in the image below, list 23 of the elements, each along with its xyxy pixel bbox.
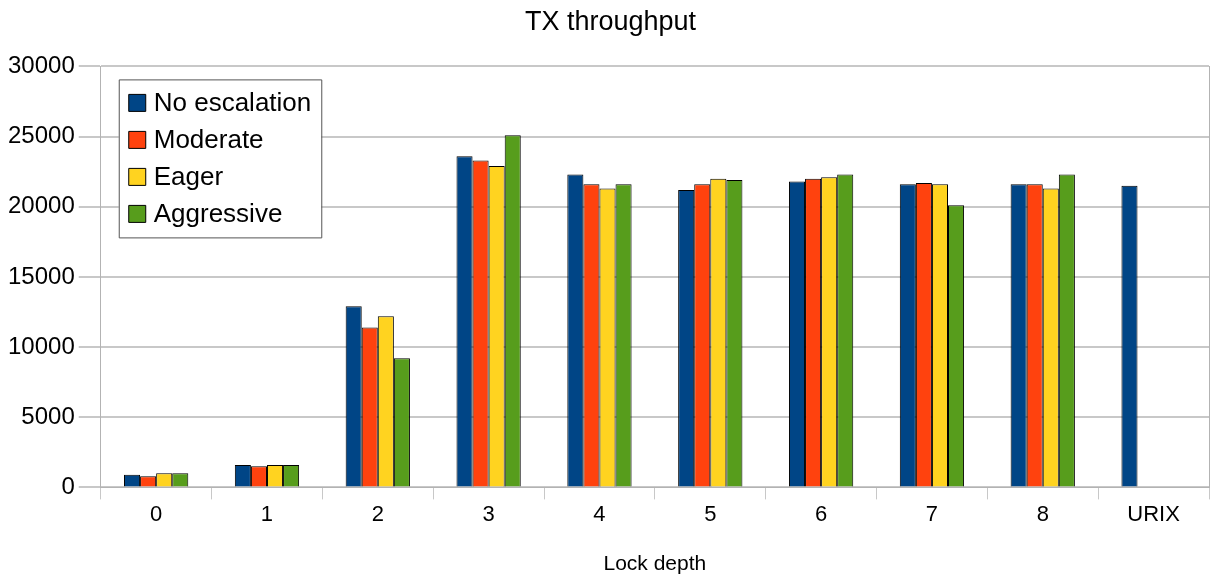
x-tick-label: 7	[925, 500, 939, 526]
x-tick-label: 6	[814, 500, 828, 526]
chart-title: TX throughput	[524, 5, 697, 36]
y-tick-label: 30000	[7, 51, 75, 79]
y-tick-label: 5000	[21, 401, 75, 429]
x-tick-label: 2	[371, 500, 384, 526]
legend-label: No escalation	[153, 87, 312, 118]
x-tick-label: URIX	[1127, 500, 1181, 526]
y-tick-label: 25000	[7, 121, 75, 149]
x-tick-label: 1	[260, 500, 274, 526]
legend-label: Eager	[153, 161, 224, 192]
x-tick-label: 4	[593, 500, 606, 526]
x-tick-label: 0	[150, 500, 163, 526]
legend-label: Moderate	[153, 124, 264, 155]
y-tick-label: 20000	[7, 191, 75, 219]
x-tick-label: 8	[1036, 500, 1049, 526]
y-tick-label: 10000	[7, 331, 75, 359]
x-axis-title: Lock depth	[603, 551, 707, 575]
x-tick-label: 3	[482, 500, 495, 526]
y-tick-label: 0	[61, 472, 75, 500]
y-tick-label: 15000	[7, 261, 75, 289]
x-tick-label: 5	[704, 500, 717, 526]
legend-label: Aggressive	[153, 198, 283, 229]
